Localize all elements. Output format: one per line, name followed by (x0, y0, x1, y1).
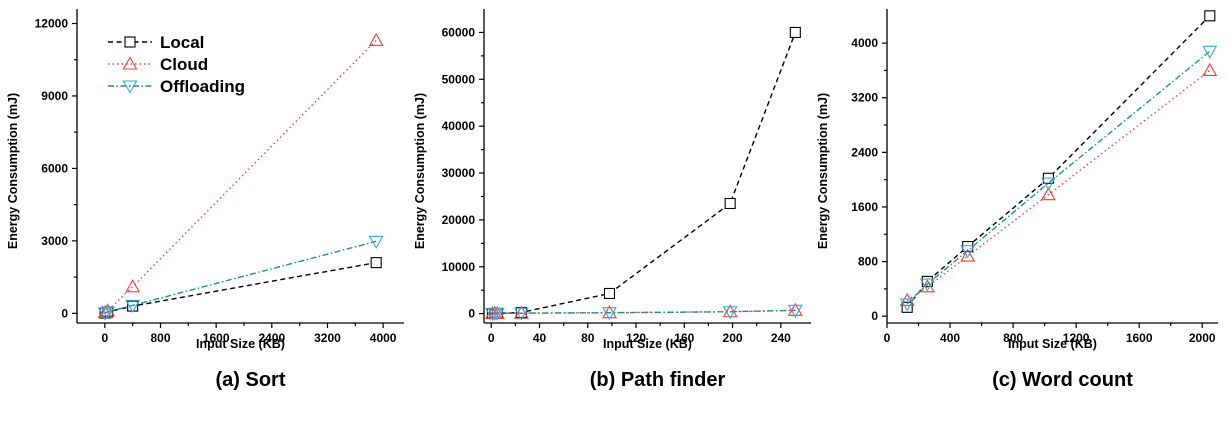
x-tick-label: 0 (101, 331, 108, 345)
y-tick-label: 60000 (442, 25, 476, 39)
data-point-offloading (1202, 45, 1218, 59)
x-tick-label: 3200 (314, 331, 341, 345)
data-point-cloud (919, 279, 935, 293)
y-tick-label: 10000 (442, 260, 476, 274)
data-point-cloud (787, 302, 803, 316)
x-tick-label: 120 (626, 331, 646, 345)
data-point-offloading (125, 299, 141, 313)
data-point-offloading (1040, 177, 1056, 191)
data-point-offloading (489, 307, 505, 321)
data-point-cloud (125, 279, 141, 293)
legend-marker-local (124, 36, 136, 48)
data-point-cloud (960, 248, 976, 262)
y-tick-label: 0 (61, 306, 68, 320)
y-axis-title: Energy Consumption (mJ) (816, 93, 830, 249)
x-tick-label: 40 (533, 331, 547, 345)
data-point-local (901, 301, 913, 313)
y-tick-label: 12000 (35, 16, 69, 30)
data-point-cloud (1040, 187, 1056, 201)
y-tick-label: 3200 (851, 91, 878, 105)
series-line-local (492, 32, 796, 315)
y-tick-label: 20000 (442, 213, 476, 227)
legend-marker-offloading (122, 80, 138, 94)
x-tick-label: 1200 (1063, 331, 1090, 345)
x-tick-label: 800 (150, 331, 170, 345)
x-tick-label: 200 (723, 331, 743, 345)
x-tick-label: 2000 (1189, 331, 1216, 345)
x-tick-label: 4000 (370, 331, 397, 345)
y-tick-label: 50000 (442, 72, 476, 86)
data-point-offloading (899, 298, 915, 312)
data-point-offloading (97, 307, 113, 321)
data-point-local (1204, 10, 1216, 22)
y-tick-label: 2400 (851, 145, 878, 159)
y-tick-label: 1600 (851, 200, 878, 214)
data-point-offloading (513, 307, 529, 321)
series-line-offloading (906, 50, 1211, 305)
data-point-offloading (919, 278, 935, 292)
y-tick-label: 800 (858, 255, 878, 269)
x-tick-label: 400 (940, 331, 960, 345)
y-tick-label: 6000 (41, 161, 68, 175)
y-tick-label: 3000 (41, 234, 68, 248)
legend-label-local: Local (160, 33, 204, 52)
x-axis-title: Input Size (KB) (603, 337, 692, 351)
x-axis-title: Input Size (KB) (196, 337, 285, 351)
data-point-offloading (100, 306, 116, 320)
data-point-cloud (489, 305, 505, 319)
legend-label-cloud: Cloud (160, 55, 208, 74)
x-tick-label: 800 (1003, 331, 1023, 345)
legend-label-offloading: Offloading (160, 77, 245, 96)
x-tick-label: 80 (581, 331, 595, 345)
data-point-local (370, 257, 382, 269)
series-line-offloading (104, 240, 377, 314)
x-tick-label: 0 (884, 331, 891, 345)
y-tick-label: 4000 (851, 36, 878, 50)
x-tick-label: 1600 (203, 331, 230, 345)
panel-path-finder: 0 40 80 120 160 200 240 0 10000 20000 30000 40000 50… (413, 9, 811, 391)
panel-sort: 0 800 1600 2400 3200 4000 0 3000 6000 9000 12000 In… (6, 9, 404, 391)
panel-caption: (a) Sort (216, 369, 286, 391)
x-axis-title: Input Size (KB) (1008, 337, 1097, 351)
series-line-local (104, 261, 377, 314)
y-axis-title: Energy Consumption (mJ) (413, 93, 427, 249)
y-axis-title: Energy Consumption (mJ) (6, 93, 20, 249)
x-tick-label: 240 (771, 331, 791, 345)
y-tick-label: 0 (871, 309, 878, 323)
panel-word-count: 0 400 800 1200 1600 2000 0 800 1600 2400 3200 4000 I… (816, 9, 1218, 391)
y-tick-label: 0 (468, 307, 475, 321)
panel-caption: (c) Word count (992, 369, 1133, 391)
data-point-offloading (602, 307, 617, 321)
data-point-cloud (1202, 62, 1218, 76)
data-point-cloud (602, 305, 617, 319)
legend: Local Cloud Offloading (108, 33, 245, 96)
panel-caption: (b) Path finder (590, 369, 726, 391)
x-tick-label: 1600 (1126, 331, 1153, 345)
data-point-offloading (960, 245, 976, 259)
series-line-local (906, 15, 1211, 308)
y-tick-label: 30000 (442, 166, 476, 180)
data-point-offloading (787, 304, 803, 318)
x-tick-label: 2400 (258, 331, 285, 345)
y-tick-label: 9000 (41, 89, 68, 103)
data-point-cloud (513, 305, 529, 319)
data-point-local (724, 197, 736, 210)
x-tick-label: 160 (674, 331, 694, 345)
series-line-offloading (492, 309, 796, 315)
data-point-local (789, 26, 801, 38)
y-tick-label: 40000 (442, 119, 476, 133)
data-point-cloud (368, 32, 384, 46)
series-line-cloud (906, 69, 1211, 302)
x-tick-label: 0 (488, 331, 495, 345)
data-point-offloading (722, 306, 738, 320)
data-point-local (603, 287, 616, 300)
legend-marker-cloud (122, 56, 138, 70)
data-point-offloading (368, 235, 384, 249)
